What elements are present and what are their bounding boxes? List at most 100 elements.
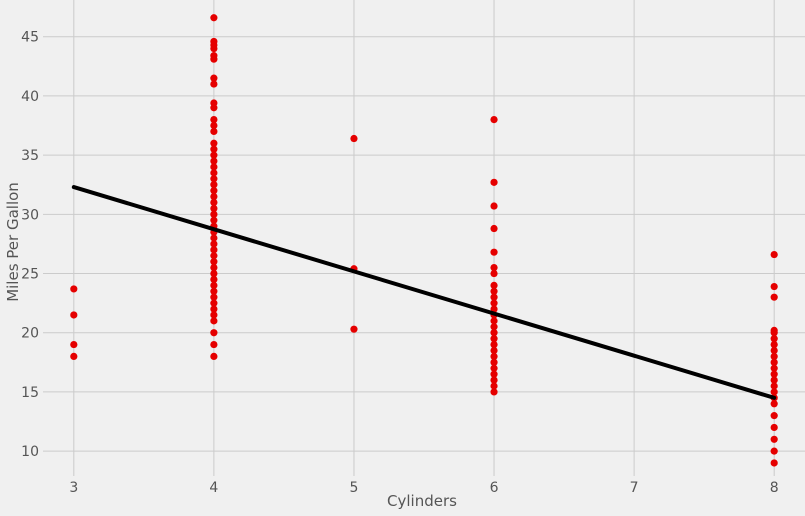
data-points bbox=[70, 14, 778, 467]
data-point bbox=[210, 175, 218, 183]
data-point bbox=[210, 269, 218, 278]
data-point bbox=[490, 335, 498, 343]
data-point bbox=[210, 115, 218, 124]
data-point bbox=[490, 287, 498, 295]
data-point bbox=[210, 204, 218, 212]
x-tick-label: 8 bbox=[770, 480, 779, 496]
x-tick-label: 5 bbox=[350, 480, 359, 496]
data-point bbox=[770, 346, 778, 355]
data-point bbox=[770, 250, 778, 259]
data-point bbox=[210, 139, 218, 147]
data-point bbox=[490, 299, 498, 307]
data-point bbox=[210, 275, 218, 284]
data-point bbox=[210, 246, 218, 254]
data-point bbox=[770, 382, 778, 390]
y-tick-labels: 10 15 20 25 30 35 40 45 bbox=[21, 30, 39, 460]
data-point bbox=[210, 187, 218, 195]
data-point bbox=[770, 282, 778, 291]
data-point bbox=[490, 346, 498, 355]
data-point bbox=[490, 329, 498, 337]
y-tick-label: 15 bbox=[21, 385, 39, 401]
data-point bbox=[490, 269, 498, 278]
data-point bbox=[770, 400, 778, 408]
data-point bbox=[210, 163, 218, 171]
regression-line-group bbox=[71, 185, 777, 400]
data-point bbox=[210, 340, 218, 349]
data-point bbox=[210, 181, 218, 189]
data-point bbox=[770, 352, 778, 361]
y-axis-label: Miles Per Gallon bbox=[4, 182, 22, 302]
data-point bbox=[210, 258, 218, 266]
data-point bbox=[490, 224, 498, 233]
data-point bbox=[210, 169, 218, 177]
data-point bbox=[770, 435, 778, 443]
data-point bbox=[490, 388, 498, 396]
data-point bbox=[210, 127, 218, 136]
data-point bbox=[210, 37, 218, 46]
data-point bbox=[770, 459, 778, 467]
data-point bbox=[70, 340, 78, 349]
data-point bbox=[210, 234, 218, 242]
data-point bbox=[490, 248, 498, 256]
y-tick-label: 30 bbox=[21, 207, 39, 223]
y-tick-label: 25 bbox=[21, 267, 39, 283]
data-point bbox=[210, 317, 218, 325]
data-point bbox=[770, 364, 778, 372]
data-point bbox=[210, 192, 218, 201]
data-point bbox=[490, 115, 498, 124]
data-point bbox=[770, 370, 778, 378]
data-point bbox=[490, 264, 498, 272]
y-tick-label: 10 bbox=[21, 444, 39, 460]
data-point bbox=[770, 376, 778, 384]
data-point bbox=[770, 388, 778, 396]
data-point bbox=[210, 216, 218, 224]
x-tick-label: 4 bbox=[209, 480, 218, 496]
data-point bbox=[350, 134, 358, 143]
x-tick-labels: 3 4 5 6 7 8 bbox=[69, 480, 778, 496]
data-point bbox=[210, 80, 218, 88]
data-point bbox=[490, 370, 498, 378]
data-point bbox=[490, 281, 498, 289]
data-point bbox=[490, 352, 498, 361]
x-axis-label: Cylinders bbox=[387, 492, 457, 510]
y-tick-label: 20 bbox=[21, 326, 39, 342]
data-point bbox=[490, 376, 498, 384]
data-point bbox=[210, 305, 218, 313]
x-tick-label: 3 bbox=[69, 480, 78, 496]
data-point bbox=[490, 382, 498, 390]
data-point bbox=[210, 299, 218, 307]
data-point bbox=[210, 198, 218, 207]
data-point bbox=[210, 329, 218, 337]
x-tick-label: 7 bbox=[630, 480, 639, 496]
data-point bbox=[210, 145, 218, 153]
data-point bbox=[350, 325, 358, 333]
data-point bbox=[210, 281, 218, 289]
data-point bbox=[770, 326, 778, 334]
data-point bbox=[770, 340, 778, 349]
data-point bbox=[490, 293, 498, 301]
data-point bbox=[210, 352, 218, 361]
data-point bbox=[210, 14, 218, 22]
data-point bbox=[210, 99, 218, 107]
data-point bbox=[490, 358, 498, 366]
data-point bbox=[70, 285, 78, 293]
data-point bbox=[210, 293, 218, 301]
x-tick-label: 6 bbox=[490, 480, 499, 496]
data-point bbox=[210, 52, 218, 60]
data-point bbox=[210, 287, 218, 295]
data-point bbox=[210, 264, 218, 272]
data-point bbox=[490, 317, 498, 325]
data-point bbox=[70, 352, 78, 361]
y-tick-label: 45 bbox=[21, 30, 39, 46]
data-point bbox=[770, 335, 778, 343]
regression-line bbox=[71, 185, 777, 400]
data-point bbox=[770, 423, 778, 432]
data-point bbox=[70, 311, 78, 319]
data-point bbox=[210, 210, 218, 218]
data-point bbox=[770, 412, 778, 420]
data-point bbox=[210, 252, 218, 260]
data-point bbox=[210, 157, 218, 165]
data-point bbox=[490, 202, 498, 210]
